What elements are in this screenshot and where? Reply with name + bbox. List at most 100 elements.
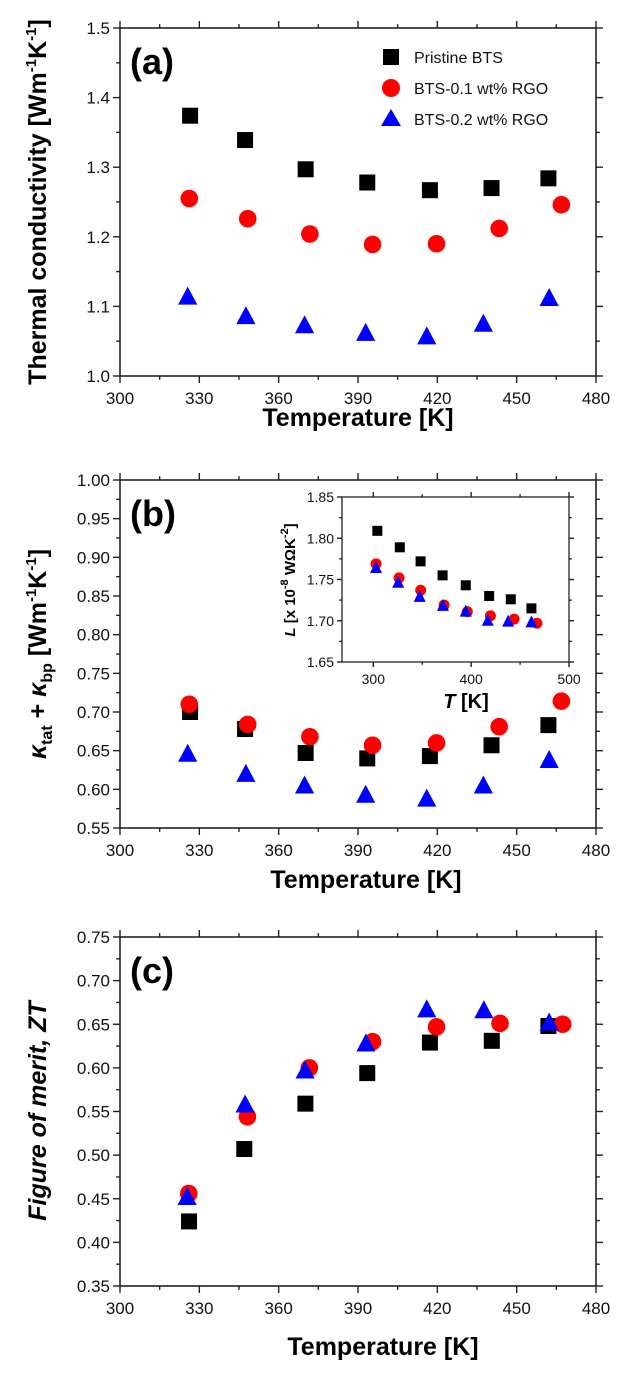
y-tick-label: 0.35: [77, 1277, 110, 1296]
y-tick-label: 1.4: [86, 89, 110, 108]
legend-label-0-1wt: BTS-0.1 wt% RGO: [414, 81, 548, 98]
panel-b-ylabel-kappa2: κ: [24, 681, 52, 697]
data-point-triangle: [413, 589, 426, 602]
data-point-triangle: [539, 1012, 559, 1031]
y-tick-label: 1.0: [86, 367, 110, 386]
panel-b-y-axis-label: κtat + κbp [Wm-1K-1]: [23, 549, 56, 759]
inset-ylabel-sup2: -2: [279, 528, 291, 538]
y-tick-label: 0.55: [77, 819, 110, 838]
data-point-triangle: [459, 604, 472, 617]
data-point-triangle: [392, 575, 405, 588]
data-point-square: [483, 180, 500, 197]
data-point-triangle: [295, 1060, 315, 1079]
data-point-square: [421, 182, 438, 199]
x-tick-label: 300: [106, 841, 134, 860]
panel-b-x-axis-label: Temperature [K]: [270, 866, 461, 894]
x-tick-label: 480: [582, 841, 610, 860]
data-point-triangle: [294, 775, 315, 794]
data-point-circle: [363, 736, 382, 755]
x-tick-label: 450: [502, 841, 530, 860]
data-point-triangle: [356, 784, 376, 803]
x-tick-label: 360: [264, 841, 292, 860]
data-point-square: [359, 174, 376, 191]
data-point-circle: [238, 209, 257, 228]
data-point-circle: [553, 1015, 572, 1034]
panel-a-legend: Pristine BTS BTS-0.1 wt% RGO BTS-0.2 wt%…: [381, 49, 548, 129]
data-point-triangle: [356, 322, 376, 341]
panel-a-ylabel-main: Thermal conductivity [Wm: [24, 72, 52, 385]
y-tick-label: 0.75: [77, 664, 110, 683]
x-tick-label: 420: [423, 841, 451, 860]
data-point-square: [394, 542, 405, 553]
data-point-square: [421, 1034, 438, 1051]
x-tick-label: 390: [344, 389, 372, 408]
data-point-square: [237, 132, 254, 149]
y-tick-label: 0.45: [77, 1190, 110, 1209]
legend-square-marker-icon: [383, 49, 399, 65]
x-tick-label: 330: [185, 389, 213, 408]
data-point-triangle: [236, 306, 256, 325]
data-point-square: [359, 750, 376, 767]
data-point-square: [483, 737, 500, 754]
y-tick-label: 1.5: [86, 19, 110, 38]
data-point-circle: [427, 1018, 446, 1036]
panel-a-thermal-conductivity: 300 330 360 390 420 450 480 1.0 1.1 1.2 1.3 1.4 1.5…: [23, 19, 610, 432]
data-point-square: [181, 1213, 198, 1230]
x-tick-label: 360: [264, 1299, 292, 1318]
x-tick-label: 330: [185, 1299, 213, 1318]
panel-a-ylabel-sup1: -1: [23, 59, 40, 72]
data-point-triangle: [473, 775, 493, 794]
panel-a-y-ticks: 1.0 1.1 1.2 1.3 1.4 1.5: [86, 19, 603, 386]
legend-label-0-2wt: BTS-0.2 wt% RGO: [414, 112, 548, 129]
panel-a-ylabel-sup2: -1: [23, 28, 40, 41]
y-tick-label: 0.65: [77, 742, 110, 761]
data-point-triangle: [481, 613, 494, 626]
inset-ylabel-pre: [x 10: [282, 589, 299, 627]
data-point-circle: [363, 235, 382, 254]
inset-xlabel-unit: [K]: [455, 691, 488, 713]
data-point-square: [236, 1141, 253, 1158]
data-point-triangle: [473, 313, 493, 332]
data-point-triangle: [525, 615, 538, 628]
y-tick-label: 0.80: [77, 626, 110, 645]
panel-b-x-ticks: 300 330 360 390 420 450 480: [106, 473, 610, 860]
y-tick-label: 1.75: [307, 572, 334, 588]
y-tick-label: 0.65: [77, 1015, 110, 1034]
y-tick-label: 0.85: [77, 587, 110, 606]
y-tick-label: 1.1: [86, 297, 110, 316]
panel-c-y-ticks: 0.35 0.40 0.45 0.50 0.55 0.60 0.65 0.70 0.75: [77, 928, 603, 1296]
y-tick-label: 0.95: [77, 510, 110, 529]
x-tick-label: 300: [106, 389, 134, 408]
panel-c-figure-of-merit: 300 330 360 390 420 450 480 0.350.400.450.500.…: [24, 928, 610, 1361]
data-point-triangle: [474, 1000, 494, 1019]
data-point-square: [182, 107, 199, 124]
panel-a-x-axis-label: Temperature [K]: [262, 404, 453, 432]
data-point-triangle: [417, 999, 437, 1018]
y-tick-label: 0.70: [77, 703, 110, 722]
data-point-circle: [301, 727, 319, 746]
data-point-square: [526, 603, 537, 614]
panel-b-frame: [119, 479, 597, 829]
data-point-circle: [238, 715, 257, 734]
data-point-circle: [301, 225, 319, 243]
y-tick-label: 1.70: [307, 613, 334, 629]
legend-label-pristine: Pristine BTS: [414, 50, 503, 67]
data-point-square: [505, 594, 516, 605]
panel-b-ylabel-sup2: -1: [23, 557, 40, 570]
data-point-square: [297, 1095, 314, 1112]
panel-b-y-ticks: 0.55 0.60 0.65 0.70 0.75 0.80 0.85 0.90 0.95 1.00: [77, 471, 603, 838]
panel-b-ylabel-sub-bp: bp: [39, 663, 56, 683]
x-tick-label: 360: [264, 389, 292, 408]
data-point-square: [415, 556, 426, 567]
x-tick-label: 390: [344, 1299, 372, 1318]
data-point-circle: [552, 692, 571, 710]
x-tick-label: 480: [582, 389, 610, 408]
data-point-square: [297, 744, 314, 761]
data-point-triangle: [539, 288, 559, 307]
panel-b-lattice-bipolar-conductivity: 300 330 360 390 420 450 480 0.550.600.650.700.…: [23, 471, 610, 894]
panel-b-ylabel-sup1: -1: [23, 589, 40, 602]
data-point-circle: [180, 695, 199, 714]
data-point-square: [437, 570, 448, 581]
y-tick-label: 0.55: [77, 1103, 110, 1122]
data-point-circle: [491, 1014, 509, 1033]
